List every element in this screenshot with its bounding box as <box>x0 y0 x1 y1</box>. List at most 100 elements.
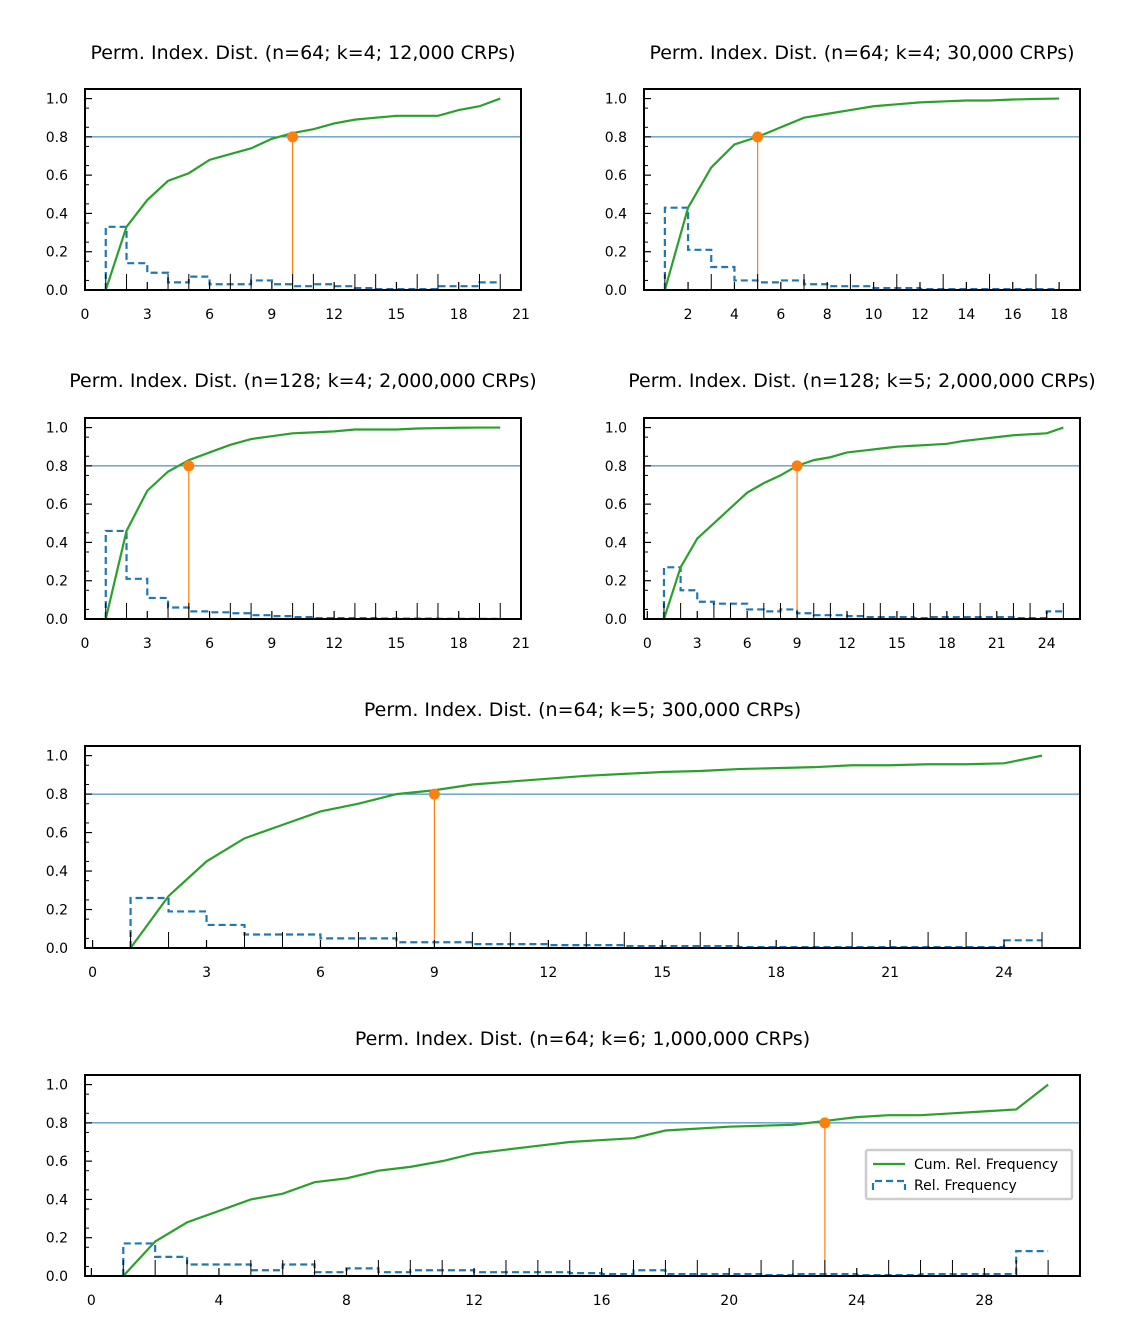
y-tick-label: 0.2 <box>46 245 68 261</box>
chart-title: Perm. Index. Dist. (n=64; k=6; 1,000,000… <box>355 1028 810 1050</box>
x-tick-label: 24 <box>848 1293 866 1309</box>
x-tick-label: 6 <box>743 636 752 652</box>
y-tick-label: 0.4 <box>46 864 68 880</box>
marker-point <box>791 460 803 472</box>
x-tick-label: 15 <box>388 307 406 323</box>
y-tick-label: 0.4 <box>46 206 68 222</box>
y-tick-label: 0.2 <box>46 574 68 590</box>
x-tick-label: 12 <box>325 636 343 652</box>
chart-title: Perm. Index. Dist. (n=64; k=4; 12,000 CR… <box>90 42 515 64</box>
y-tick-label: 0.6 <box>605 168 627 184</box>
marker-point <box>183 460 195 472</box>
y-tick-label: 0.8 <box>46 130 68 146</box>
x-tick-label: 9 <box>267 636 276 652</box>
y-tick-label: 0.4 <box>605 206 627 222</box>
marker-point <box>752 131 764 143</box>
legend-cum-label: Cum. Rel. Frequency <box>914 1157 1058 1173</box>
marker-point <box>287 131 299 143</box>
rel-frequency-line <box>122 1242 1049 1277</box>
x-tick-label: 21 <box>512 636 530 652</box>
x-tick-label: 12 <box>465 1293 483 1309</box>
x-tick-label: 14 <box>957 307 975 323</box>
x-tick-label: 21 <box>988 636 1006 652</box>
cum-frequency-line <box>104 426 501 620</box>
marker-point <box>428 788 440 800</box>
x-tick-label: 28 <box>975 1293 993 1309</box>
y-tick-label: 0.0 <box>46 283 68 299</box>
x-tick-label: 0 <box>88 965 97 981</box>
x-tick-label: 12 <box>911 307 929 323</box>
x-tick-label: 20 <box>720 1293 738 1309</box>
x-tick-label: 12 <box>325 307 343 323</box>
rel-frequency-line <box>663 206 1060 291</box>
x-tick-label: 4 <box>730 307 739 323</box>
cum-frequency-line <box>663 97 1060 291</box>
y-tick-label: 1.0 <box>46 92 68 108</box>
x-tick-label: 16 <box>593 1293 611 1309</box>
rel-frequency-line <box>104 529 501 620</box>
chart-title: Perm. Index. Dist. (n=128; k=4; 2,000,00… <box>69 370 536 392</box>
x-tick-label: 15 <box>888 636 906 652</box>
x-tick-label: 2 <box>684 307 693 323</box>
y-tick-label: 0.0 <box>46 941 68 957</box>
y-tick-label: 1.0 <box>605 421 627 437</box>
x-tick-label: 18 <box>1050 307 1068 323</box>
x-tick-label: 0 <box>81 636 90 652</box>
x-tick-label: 18 <box>450 307 468 323</box>
legend-rel-label: Rel. Frequency <box>914 1178 1017 1194</box>
y-tick-label: 0.2 <box>605 245 627 261</box>
x-tick-label: 3 <box>202 965 211 981</box>
y-tick-label: 0.4 <box>46 535 68 551</box>
x-tick-label: 18 <box>767 965 785 981</box>
x-tick-label: 21 <box>512 307 530 323</box>
y-tick-label: 0.6 <box>46 497 68 513</box>
y-tick-label: 0.6 <box>46 1154 68 1170</box>
panel-1: Perm. Index. Dist. (n=64; k=4; 12,000 CR… <box>46 42 530 323</box>
chart-title: Perm. Index. Dist. (n=64; k=5; 300,000 C… <box>364 699 801 721</box>
x-tick-label: 3 <box>693 636 702 652</box>
cum-frequency-line <box>104 97 501 291</box>
rel-frequency-line <box>662 566 1064 620</box>
panel-3: Perm. Index. Dist. (n=128; k=4; 2,000,00… <box>46 370 537 652</box>
y-tick-label: 0.2 <box>46 903 68 919</box>
y-tick-label: 0.0 <box>605 612 627 628</box>
x-tick-label: 12 <box>838 636 856 652</box>
y-tick-label: 0.4 <box>46 1192 68 1208</box>
x-tick-label: 10 <box>865 307 883 323</box>
x-tick-label: 21 <box>881 965 899 981</box>
y-tick-label: 0.8 <box>605 130 627 146</box>
axes-frame <box>643 88 1081 291</box>
marker-point <box>819 1117 831 1129</box>
y-tick-label: 0.0 <box>605 283 627 299</box>
y-tick-label: 0.8 <box>46 787 68 803</box>
y-tick-label: 0.6 <box>46 168 68 184</box>
y-tick-label: 0.4 <box>605 535 627 551</box>
legend-box <box>864 1148 1074 1201</box>
x-tick-label: 0 <box>81 307 90 323</box>
x-tick-label: 4 <box>214 1293 223 1309</box>
y-tick-label: 0.2 <box>46 1231 68 1247</box>
x-tick-label: 16 <box>1004 307 1022 323</box>
y-tick-label: 1.0 <box>46 1078 68 1094</box>
panel-5: Perm. Index. Dist. (n=64; k=5; 300,000 C… <box>46 699 1081 981</box>
y-tick-label: 0.8 <box>605 459 627 475</box>
y-tick-label: 0.0 <box>46 612 68 628</box>
x-tick-label: 6 <box>205 636 214 652</box>
x-tick-label: 3 <box>143 307 152 323</box>
y-tick-label: 0.8 <box>46 1116 68 1132</box>
x-tick-label: 0 <box>87 1293 96 1309</box>
cum-frequency-line <box>662 426 1064 620</box>
x-tick-label: 24 <box>995 965 1013 981</box>
x-tick-label: 6 <box>316 965 325 981</box>
y-tick-label: 0.2 <box>605 574 627 590</box>
x-tick-label: 0 <box>643 636 652 652</box>
x-tick-label: 8 <box>823 307 832 323</box>
x-tick-label: 9 <box>430 965 439 981</box>
y-tick-label: 1.0 <box>605 92 627 108</box>
y-tick-label: 1.0 <box>46 421 68 437</box>
x-tick-label: 3 <box>143 636 152 652</box>
y-tick-label: 0.0 <box>46 1269 68 1285</box>
axes-frame <box>84 1074 1081 1277</box>
y-tick-label: 0.8 <box>46 459 68 475</box>
